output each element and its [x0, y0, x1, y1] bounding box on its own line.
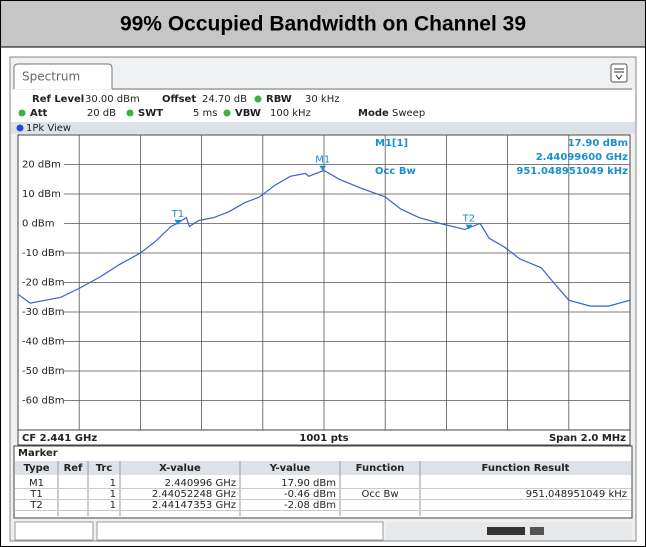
- cell: 2.44147353 GHz: [152, 500, 236, 511]
- setting-value: 30.00 dBm: [85, 94, 140, 105]
- marker-table-title: Marker: [18, 448, 58, 459]
- column-header: Trc: [96, 463, 113, 474]
- column-header: Function Result: [482, 463, 570, 474]
- view-bar: [11, 122, 635, 134]
- trace: [17, 169, 631, 307]
- y-tick-label: -40 dBm: [22, 337, 64, 348]
- y-tick-label: -60 dBm: [22, 396, 64, 407]
- cell: 2.44052248 GHz: [152, 489, 236, 500]
- column-header: Function: [356, 463, 405, 474]
- marker: [174, 219, 182, 225]
- status-indicator: [530, 527, 544, 535]
- view-label: 1Pk View: [26, 123, 71, 134]
- setting-value: 30 kHz: [305, 94, 339, 105]
- marker: [465, 224, 473, 230]
- tab-label[interactable]: Spectrum: [22, 70, 80, 84]
- title: 99% Occupied Bandwidth on Channel 39: [120, 13, 526, 36]
- footer-center: CF 2.441 GHz: [22, 433, 97, 444]
- y-tick-label: -50 dBm: [22, 366, 64, 377]
- setting-label: Offset: [162, 94, 196, 105]
- marker-label: M1: [315, 155, 330, 166]
- y-tick-label: 0 dBm: [22, 219, 55, 230]
- tab[interactable]: [13, 63, 113, 89]
- setting-value: 24.70 dB: [202, 94, 247, 105]
- readout-label: M1[1]: [375, 138, 408, 149]
- coupled-dot: [18, 109, 26, 117]
- column-header: X-value: [159, 463, 201, 474]
- cell: 17.90 dBm: [281, 478, 336, 489]
- cell: 951.048951049 kHz: [526, 489, 627, 500]
- cell: M1: [29, 478, 44, 489]
- status-box: [96, 521, 384, 541]
- cell: 2.440996 GHz: [165, 478, 236, 489]
- setting-label: RBW: [266, 94, 292, 105]
- y-tick-label: -10 dBm: [22, 248, 64, 259]
- column-header: Type: [23, 463, 49, 474]
- column-header: Ref: [64, 463, 83, 474]
- cell: -2.08 dBm: [284, 500, 336, 511]
- title-bar: [1, 1, 645, 47]
- marker: [319, 165, 327, 171]
- settings-panel: [11, 90, 635, 122]
- y-tick-label: 10 dBm: [22, 189, 61, 200]
- setting-value: Sweep: [392, 108, 425, 119]
- view-dot: [16, 124, 24, 132]
- status-indicator: [487, 527, 525, 535]
- readout-result: 951.048951049 kHz: [516, 166, 628, 177]
- setting-label: VBW: [235, 108, 261, 119]
- setting-label: Mode: [358, 108, 389, 119]
- marker-table-header: [15, 461, 631, 475]
- cell: -0.46 dBm: [284, 489, 336, 500]
- readout-function: Occ Bw: [375, 166, 416, 177]
- setting-label: SWT: [138, 108, 163, 119]
- cell: 1: [110, 478, 116, 489]
- cell: 1: [110, 489, 116, 500]
- coupled-dot: [223, 109, 231, 117]
- setting-value: 5 ms: [193, 108, 218, 119]
- footer-span: Span 2.0 MHz: [549, 433, 626, 444]
- menu-icon-glyph: [614, 68, 624, 80]
- cell: 1: [110, 500, 116, 511]
- marker-table: [13, 445, 633, 519]
- status-box: [14, 521, 94, 541]
- cell: T2: [29, 500, 42, 511]
- marker-label: T1: [171, 209, 184, 220]
- setting-value: 20 dB: [87, 108, 116, 119]
- footer-points: 1001 pts: [299, 433, 348, 444]
- setting-label: Att: [30, 108, 48, 119]
- cell: T1: [29, 489, 42, 500]
- setting-value: 100 kHz: [270, 108, 311, 119]
- marker-label: T2: [462, 214, 475, 225]
- setting-label: Ref Level: [32, 94, 84, 105]
- y-tick-label: -20 dBm: [22, 278, 64, 289]
- readout-frequency: 2.44099600 GHz: [536, 152, 628, 163]
- cell: Occ Bw: [361, 489, 398, 500]
- y-tick-label: -30 dBm: [22, 307, 64, 318]
- column-header: Y-value: [269, 463, 311, 474]
- coupled-dot: [254, 95, 262, 103]
- coupled-dot: [126, 109, 134, 117]
- readout-level: 17.90 dBm: [568, 138, 628, 149]
- y-tick-label: 20 dBm: [22, 160, 61, 171]
